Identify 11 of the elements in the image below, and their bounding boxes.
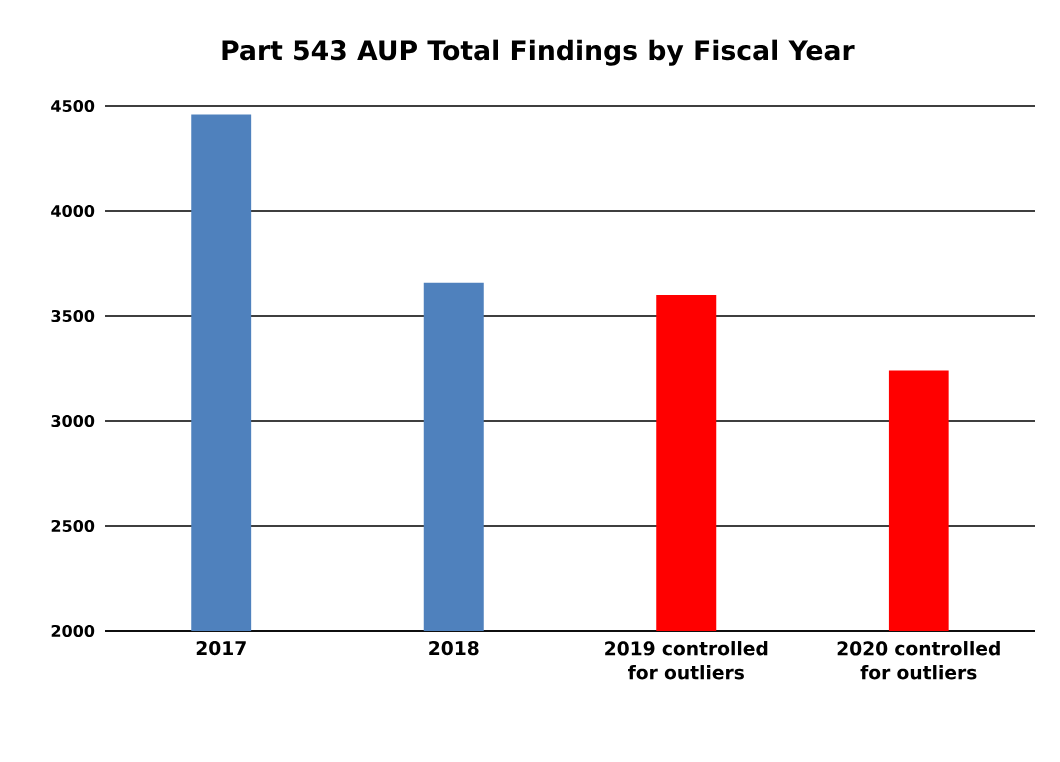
x-tick-label: 2019 controlled for outliers — [605, 641, 768, 680]
x-tick-label: 2017 — [196, 641, 246, 656]
y-tick-label: 2000 — [51, 624, 95, 638]
y-tick-label: 3000 — [51, 414, 95, 428]
y-tick-label: 3500 — [51, 309, 95, 323]
x-tick-label: 2020 controlled for outliers — [837, 641, 1000, 680]
x-tick-label: 2018 — [429, 641, 479, 656]
chart-title: Part 543 AUP Total Findings by Fiscal Year — [222, 39, 855, 66]
y-tick-label: 2500 — [51, 519, 95, 533]
y-tick-label: 4500 — [51, 99, 95, 113]
y-tick-label: 4000 — [51, 204, 95, 218]
